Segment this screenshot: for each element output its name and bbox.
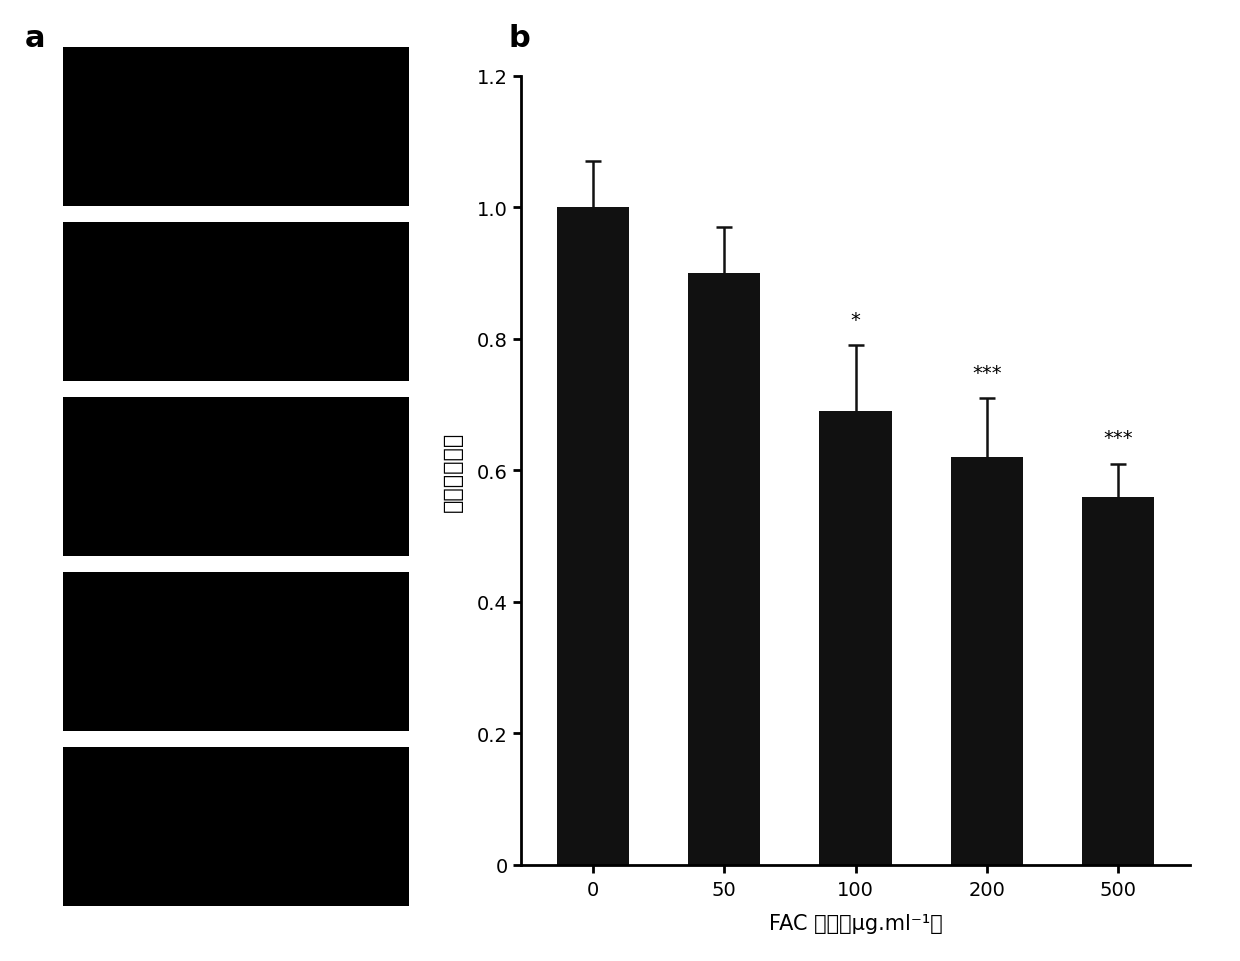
Bar	[688, 274, 760, 865]
Bar	[63, 223, 409, 382]
Text: ***: ***	[1104, 429, 1133, 448]
Bar	[820, 412, 892, 865]
Bar	[63, 398, 409, 556]
Bar	[63, 572, 409, 731]
X-axis label: FAC 浓度（μg.ml⁻¹）: FAC 浓度（μg.ml⁻¹）	[769, 913, 942, 933]
Y-axis label: 相对荧光强度: 相对荧光强度	[443, 431, 463, 511]
Bar	[63, 48, 409, 207]
Text: *: *	[851, 310, 861, 330]
Bar	[557, 209, 629, 865]
Bar	[951, 457, 1023, 865]
Text: ***: ***	[972, 363, 1002, 382]
Text: a: a	[25, 24, 46, 53]
Text: b: b	[508, 24, 531, 53]
Bar	[1083, 497, 1154, 865]
Bar	[63, 747, 409, 905]
